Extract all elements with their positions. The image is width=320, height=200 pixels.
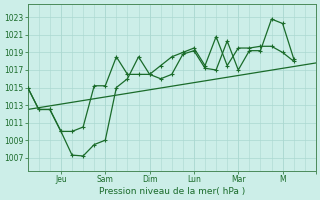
X-axis label: Pression niveau de la mer( hPa ): Pression niveau de la mer( hPa ): [99, 187, 245, 196]
